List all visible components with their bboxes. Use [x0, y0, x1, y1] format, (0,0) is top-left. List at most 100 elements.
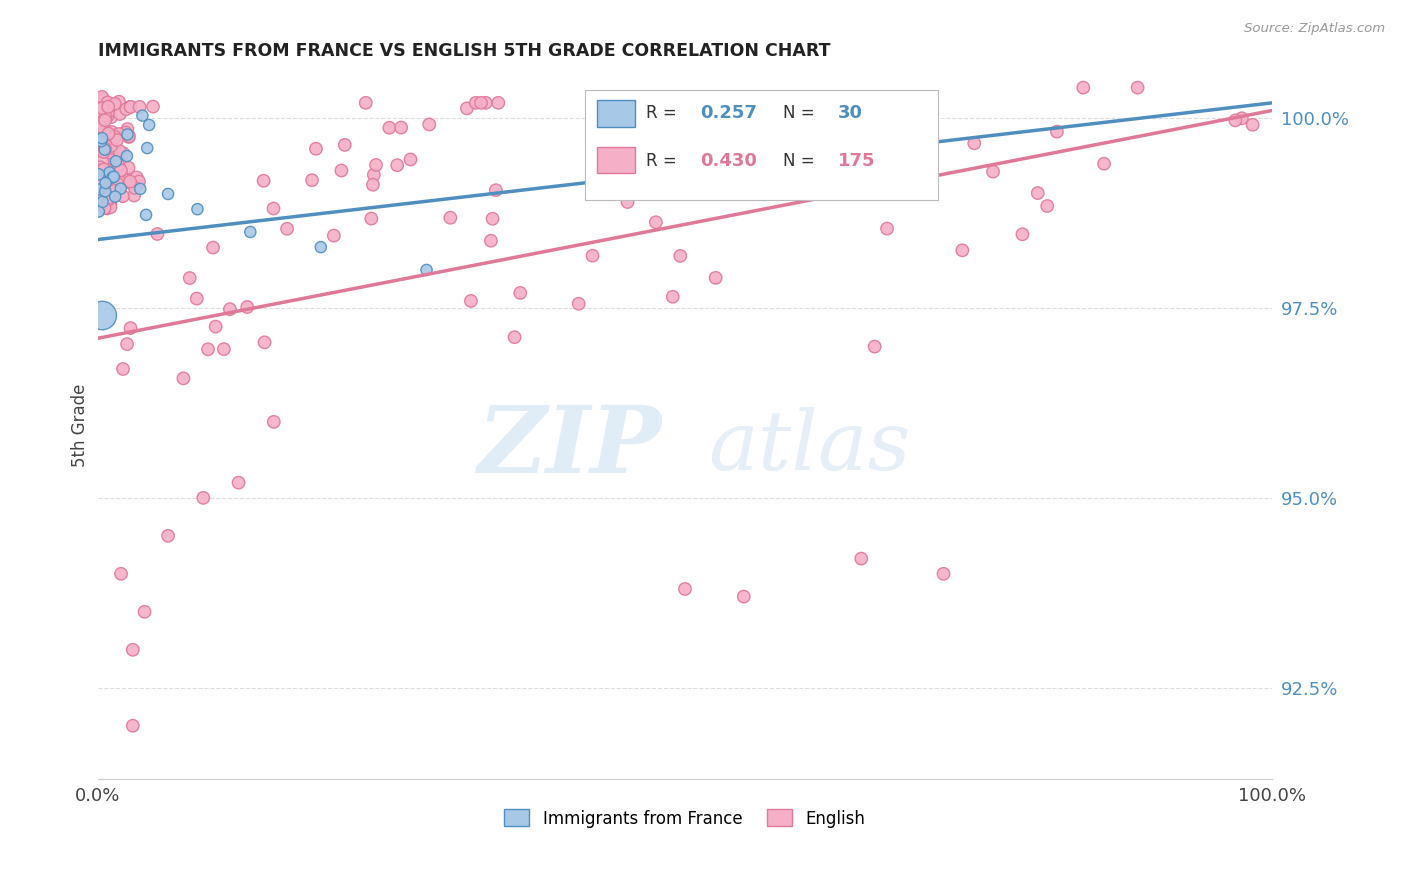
- Point: [94, 142, 117, 156]
- Point: [120, 100, 142, 114]
- Point: [239, 225, 262, 239]
- Text: 0.430: 0.430: [700, 152, 758, 169]
- Point: [950, 244, 973, 258]
- Point: [363, 168, 385, 182]
- Point: [479, 234, 502, 248]
- Point: [103, 169, 125, 184]
- Point: [98, 165, 121, 179]
- Point: [108, 95, 131, 109]
- Point: [616, 194, 638, 209]
- Point: [322, 228, 344, 243]
- Point: [704, 270, 727, 285]
- Point: [89, 163, 111, 178]
- Point: [97, 100, 120, 114]
- Point: [121, 642, 143, 657]
- Point: [108, 107, 131, 121]
- Point: [253, 335, 276, 350]
- Point: [125, 170, 148, 185]
- Point: [87, 173, 110, 187]
- Point: [193, 491, 215, 505]
- Point: [114, 126, 136, 140]
- Point: [110, 181, 132, 195]
- Point: [93, 143, 115, 157]
- Point: [197, 343, 219, 357]
- Point: [460, 293, 482, 308]
- Point: [105, 143, 128, 157]
- Point: [309, 240, 332, 254]
- Point: [851, 551, 873, 566]
- Point: [115, 102, 138, 116]
- Y-axis label: 5th Grade: 5th Grade: [72, 384, 89, 467]
- Point: [91, 91, 114, 105]
- Point: [464, 95, 486, 110]
- Point: [97, 95, 120, 110]
- Point: [673, 582, 696, 596]
- Point: [120, 175, 142, 189]
- Point: [172, 371, 194, 385]
- Point: [94, 135, 117, 149]
- Point: [100, 169, 122, 183]
- Point: [104, 186, 127, 200]
- Point: [90, 119, 112, 133]
- FancyBboxPatch shape: [598, 100, 634, 127]
- Point: [97, 100, 120, 114]
- Point: [98, 133, 121, 147]
- Point: [97, 191, 120, 205]
- Point: [121, 719, 143, 733]
- Point: [100, 110, 122, 124]
- Text: 175: 175: [838, 152, 876, 169]
- Point: [90, 115, 112, 129]
- Point: [263, 202, 285, 216]
- Point: [399, 153, 422, 167]
- Point: [94, 184, 117, 198]
- Point: [104, 96, 127, 111]
- Point: [107, 158, 129, 172]
- Point: [87, 182, 110, 196]
- Point: [1230, 112, 1253, 126]
- Point: [128, 175, 150, 189]
- Point: [115, 149, 138, 163]
- Point: [186, 202, 208, 216]
- Point: [1011, 227, 1033, 242]
- Point: [354, 95, 377, 110]
- Point: [486, 95, 509, 110]
- Point: [135, 208, 157, 222]
- Point: [662, 290, 685, 304]
- Point: [120, 321, 142, 335]
- Point: [93, 197, 115, 211]
- Point: [93, 123, 115, 137]
- Point: [1092, 157, 1115, 171]
- Point: [111, 189, 134, 203]
- Point: [1036, 199, 1059, 213]
- Point: [118, 128, 141, 143]
- Point: [108, 144, 131, 158]
- Point: [1225, 113, 1247, 128]
- Point: [775, 157, 797, 171]
- Point: [91, 154, 114, 169]
- Point: [87, 93, 110, 107]
- Point: [330, 163, 353, 178]
- Point: [415, 263, 437, 277]
- Point: [485, 183, 508, 197]
- Point: [136, 141, 159, 155]
- Point: [219, 302, 242, 317]
- Point: [104, 189, 127, 203]
- Point: [134, 605, 156, 619]
- Point: [94, 198, 117, 212]
- Point: [120, 176, 142, 190]
- Point: [253, 174, 276, 188]
- Point: [179, 271, 201, 285]
- Point: [157, 529, 180, 543]
- Point: [91, 309, 114, 323]
- Point: [89, 161, 111, 175]
- Point: [94, 176, 117, 190]
- Point: [104, 154, 127, 169]
- Point: [228, 475, 250, 490]
- Point: [470, 95, 492, 110]
- Point: [100, 200, 122, 214]
- Point: [89, 120, 111, 134]
- Point: [138, 118, 160, 132]
- Point: [115, 337, 138, 351]
- Point: [96, 192, 118, 206]
- Point: [890, 178, 912, 192]
